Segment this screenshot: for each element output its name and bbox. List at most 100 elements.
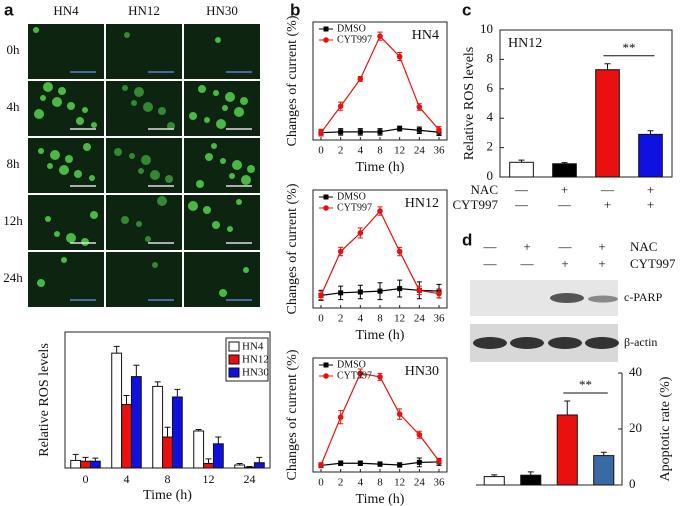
cell-spot [220, 158, 226, 164]
marker [357, 230, 364, 236]
legend-swatch [228, 341, 240, 352]
x-tick-label: 36 [434, 145, 446, 157]
legend-label: CYT997 [337, 202, 372, 213]
x-tick-label: 2 [338, 145, 344, 157]
blot-band [473, 337, 507, 349]
micrograph [106, 195, 182, 250]
y-tick-label: 2 [487, 139, 494, 154]
bar [203, 462, 214, 469]
x-tick-label: 12 [394, 477, 405, 489]
y-axis-label: Changes of current (%) [285, 183, 300, 314]
legend-marker [323, 362, 329, 368]
error-bar [647, 130, 654, 135]
legend-marker [323, 205, 329, 211]
row-label: 4h [7, 99, 21, 114]
cell-spot [211, 143, 217, 149]
micrograph [106, 252, 182, 307]
x-axis-label: Time (h) [356, 492, 405, 506]
legend-marker [323, 37, 329, 43]
condition-sign: + [647, 182, 654, 197]
bar [593, 455, 615, 486]
error-bar [123, 394, 130, 405]
marker [357, 129, 363, 135]
cell-spot [165, 175, 173, 183]
blot-band [588, 295, 618, 303]
cell-spot [89, 175, 95, 181]
x-tick-label: 24 [244, 472, 256, 486]
marker [397, 126, 403, 132]
condition-sign: + [598, 256, 605, 271]
legend-label: CYT997 [337, 34, 372, 45]
x-tick-label: 36 [434, 313, 446, 325]
cell-spot [213, 90, 219, 96]
cell-spot [150, 170, 160, 180]
legend-marker [323, 373, 329, 379]
row-label: 8h [7, 156, 21, 171]
error-bar [518, 159, 525, 163]
cell-spot [124, 32, 130, 38]
cell-spot [157, 196, 167, 206]
micrograph [28, 24, 104, 79]
condition-sign: + [647, 197, 654, 212]
x-tick-label: 0 [318, 477, 324, 489]
bar [80, 460, 91, 469]
legend-label: CYT997 [337, 370, 372, 381]
cell-spot [189, 112, 197, 120]
cell-spot [61, 257, 67, 263]
x-tick-label: 0 [318, 145, 324, 157]
error-bar [72, 453, 79, 461]
cell-spot [141, 155, 151, 165]
condition-sign: + [523, 239, 530, 254]
condition-label: CYT997 [630, 256, 676, 271]
x-axis-label: Time (h) [356, 160, 405, 175]
cell-spot [82, 107, 88, 113]
cell-spot [203, 206, 211, 214]
condition-label: CYT997 [453, 197, 499, 212]
cell-spot [37, 279, 45, 287]
x-tick-label: 8 [165, 472, 171, 486]
error-bar [133, 364, 140, 377]
x-tick-label: 12 [394, 145, 405, 157]
error-bar [256, 456, 263, 463]
bar [121, 404, 132, 469]
x-tick-label: 4 [358, 145, 364, 157]
cell-spot [158, 107, 166, 115]
marker [416, 459, 422, 465]
bar [483, 476, 505, 486]
y-tick-label: 0 [629, 476, 636, 491]
x-axis-label: Time (h) [356, 328, 405, 343]
cell-spot [145, 236, 151, 242]
marker [377, 288, 383, 294]
cell-spot [45, 216, 51, 222]
cell-spot [234, 107, 244, 117]
y-axis-label: Relative ROS levels [37, 343, 52, 457]
x-tick-label: 0 [83, 472, 89, 486]
cell-spot [40, 95, 46, 101]
marker [397, 286, 403, 292]
y-tick-label: 10 [480, 21, 493, 36]
marker [416, 127, 422, 133]
y-tick-label: 20 [629, 420, 642, 435]
cell-spot [143, 102, 153, 112]
cell-spot [34, 109, 44, 119]
condition-label: NAC [630, 239, 657, 254]
cell-spot [50, 150, 60, 160]
x-tick-label: 8 [377, 477, 383, 489]
marker [416, 104, 423, 110]
legend-label: HN4 [242, 341, 264, 353]
marker [338, 460, 344, 466]
cell-spot [114, 148, 122, 156]
cell-spot [52, 97, 62, 107]
cell-spot [33, 27, 39, 33]
x-tick-label: 0 [318, 313, 324, 325]
bar [70, 459, 82, 469]
bar [152, 385, 164, 469]
cell-spot [43, 82, 53, 92]
bar [111, 352, 123, 469]
row-label: 24h [3, 270, 23, 285]
legend-label: HN12 [242, 354, 269, 366]
cell-spot [240, 97, 248, 105]
x-axis-label: Time (h) [143, 488, 192, 503]
error-bar [246, 465, 253, 468]
y-tick-label: 40 [629, 364, 642, 379]
